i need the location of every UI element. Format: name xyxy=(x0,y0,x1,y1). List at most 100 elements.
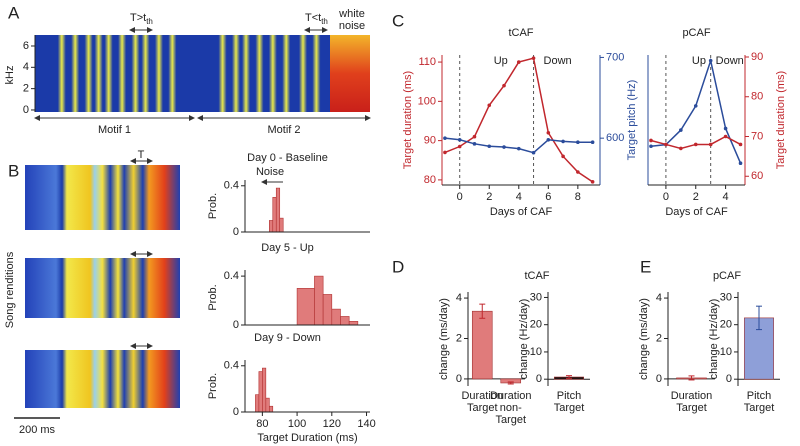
chart-title: Day 9 - Down xyxy=(254,332,321,344)
x-tick-label: Duration non-Target xyxy=(489,390,532,426)
raster-image xyxy=(25,165,180,230)
point xyxy=(487,144,492,149)
event-label: Down xyxy=(544,55,572,67)
x-tick-label: 2 xyxy=(486,191,492,203)
event-label: Down xyxy=(716,55,744,67)
y-tick-label: 0.4 xyxy=(224,360,239,372)
y-tick-label: 0 xyxy=(233,406,239,418)
point xyxy=(649,144,653,149)
point xyxy=(679,128,683,132)
y-axis-title: Target duration (ms) xyxy=(775,71,787,169)
x-tick-label: 6 xyxy=(545,191,551,203)
x-axis-title: Target Duration (ms) xyxy=(257,432,357,444)
y-axis-title: Prob. xyxy=(207,373,219,399)
point xyxy=(576,140,580,145)
event-label: Up xyxy=(494,55,508,67)
chart-title: tCAF xyxy=(524,270,549,282)
y-tick-label: 0 xyxy=(656,373,662,385)
y-tick-label: 2 xyxy=(23,83,29,95)
x-tick-label: 0 xyxy=(663,191,669,203)
y-tick-label: 6 xyxy=(23,40,29,52)
point xyxy=(502,83,506,88)
y-axis-title: change (ms/day) xyxy=(438,298,450,380)
y-axis-title: Prob. xyxy=(207,193,219,219)
y-tick-label: 0 xyxy=(726,373,732,385)
x-axis-title: Days of CAF xyxy=(665,206,728,218)
y-tick-label: 4 xyxy=(456,292,462,304)
y-tick-label: 10 xyxy=(530,346,542,358)
point xyxy=(738,142,743,147)
y-tick-label: 0.4 xyxy=(224,180,239,192)
y-tick-label: 0 xyxy=(233,319,239,331)
point xyxy=(590,180,595,184)
x-tick-label: 4 xyxy=(516,191,522,203)
x-tick-label: Pitch Target xyxy=(743,390,775,414)
error-bar xyxy=(479,303,486,319)
panel-label: B xyxy=(8,161,19,180)
y-tick-label: 30 xyxy=(530,291,542,303)
x-tick-label: 8 xyxy=(575,191,581,203)
point xyxy=(664,142,668,147)
y-tick-label: 600 xyxy=(606,132,624,144)
y-axis-title: change (Hz/day) xyxy=(708,299,720,380)
y-tick-label: 80 xyxy=(751,91,763,103)
error-bar xyxy=(756,305,762,331)
point xyxy=(679,146,683,151)
point xyxy=(457,144,462,149)
x-tick-label: 100 xyxy=(288,418,306,430)
raster-image xyxy=(25,350,180,408)
bar xyxy=(255,394,260,413)
point xyxy=(531,150,536,155)
annotation: Noise xyxy=(256,166,284,178)
point xyxy=(576,170,580,174)
y-tick-label: 80 xyxy=(424,174,436,186)
annotation-sub: th xyxy=(146,17,153,26)
y-tick-label: 0 xyxy=(536,373,542,385)
x-tick-label: 0 xyxy=(457,191,463,203)
annotation: T xyxy=(138,149,145,161)
bar xyxy=(272,197,277,233)
x-tick-label: 80 xyxy=(256,418,268,430)
bar xyxy=(296,288,315,326)
point xyxy=(546,137,551,142)
annotation: T<t xyxy=(305,12,321,24)
bar xyxy=(275,187,281,233)
x-tick-label: 140 xyxy=(357,418,375,430)
raster-image xyxy=(25,258,180,318)
y-tick-label: 4 xyxy=(656,292,662,304)
line xyxy=(650,57,742,164)
bar xyxy=(258,371,263,413)
panel-label: D xyxy=(392,257,404,276)
point xyxy=(443,136,447,140)
y-tick-label: 10 xyxy=(720,346,732,358)
bar xyxy=(471,310,493,380)
chart-title: Day 0 - Baseline xyxy=(247,152,328,164)
point xyxy=(443,150,447,155)
point xyxy=(693,142,698,147)
noise-block xyxy=(330,35,370,112)
x-tick-label: Duration Target xyxy=(670,390,713,414)
x-tick-label: Pitch Target xyxy=(553,390,585,414)
bar xyxy=(269,405,274,413)
y-tick-label: 70 xyxy=(751,130,763,142)
panel-label: C xyxy=(392,11,404,30)
point xyxy=(487,103,492,108)
point xyxy=(457,137,462,142)
bar xyxy=(331,308,341,326)
bar xyxy=(348,321,359,326)
point xyxy=(693,104,698,108)
y-axis-title: Prob. xyxy=(207,284,219,310)
y-tick-label: 700 xyxy=(606,51,624,63)
bar xyxy=(340,316,350,326)
motif-label: Motif 2 xyxy=(267,124,300,136)
point xyxy=(472,142,477,146)
bar xyxy=(322,294,333,326)
point xyxy=(561,139,565,144)
motif-label: Motif 1 xyxy=(98,124,131,136)
y-tick-label: 2 xyxy=(656,332,662,344)
error-bar xyxy=(566,375,572,379)
y-axis-title: Target duration (ms) xyxy=(402,71,414,169)
point xyxy=(531,56,536,60)
